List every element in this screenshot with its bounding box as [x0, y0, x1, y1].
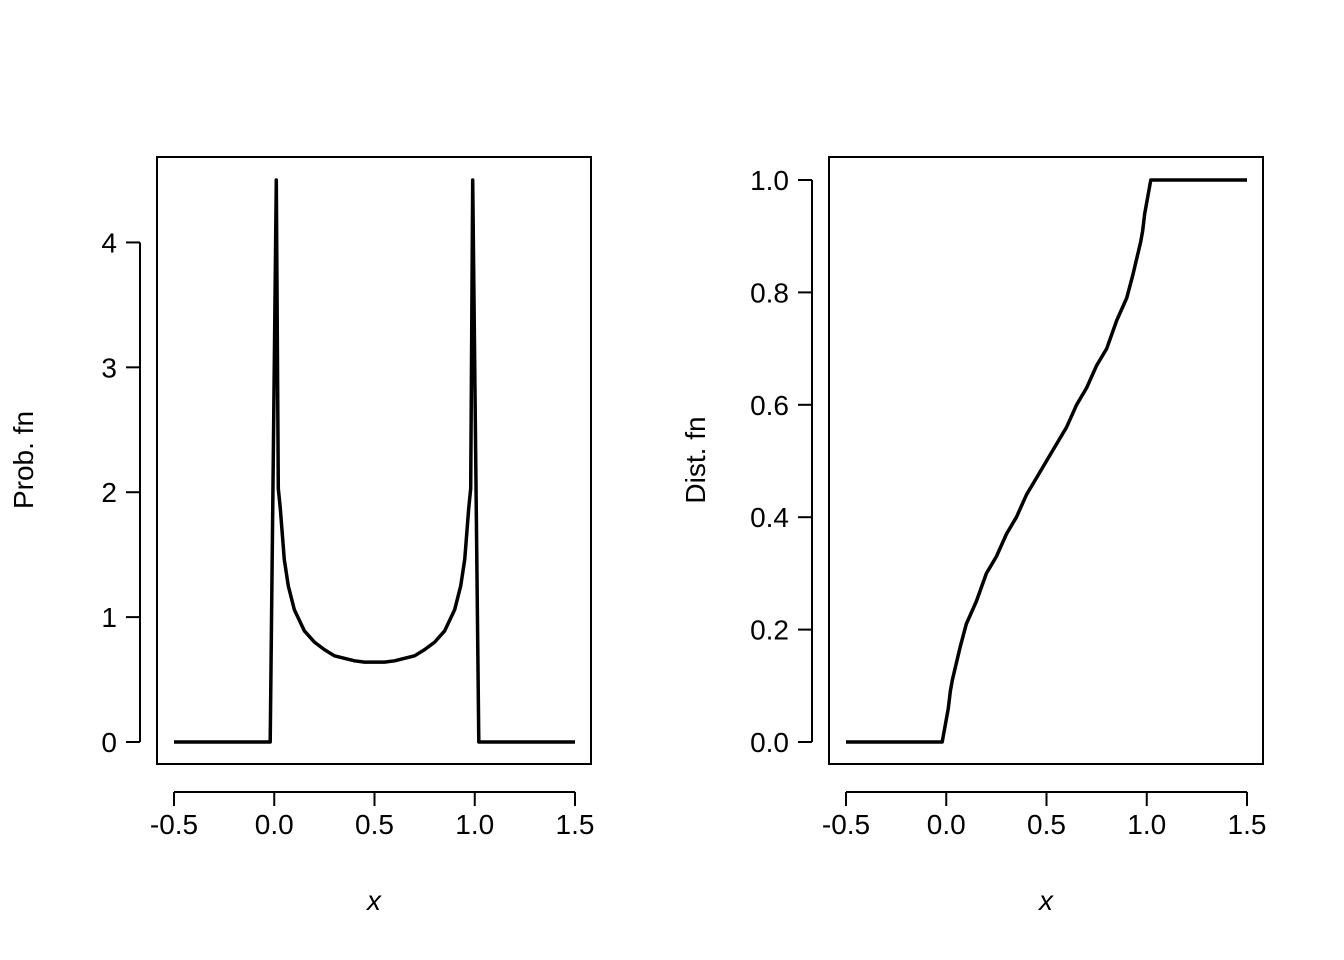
y-axis: 0.0 0.2 0.4 0.6 0.8 1.0 [750, 165, 813, 758]
x-tick-label: 1.5 [1228, 809, 1267, 840]
x-tick-label: 0.5 [355, 809, 394, 840]
density-curve [174, 178, 575, 744]
y-axis-title: Dist. fn [680, 416, 711, 503]
x-tick-label: 1.0 [455, 809, 494, 840]
x-tick-label: 0.0 [255, 809, 294, 840]
y-tick-label: 0 [101, 727, 117, 758]
y-axis: 0 1 2 3 4 [101, 227, 141, 758]
y-tick-label: 1.0 [750, 165, 789, 196]
x-tick-label: 1.5 [556, 809, 595, 840]
x-axis-title: x [1037, 885, 1054, 916]
x-axis: -0.5 0.0 0.5 1.0 1.5 [150, 791, 595, 840]
y-tick-label: 4 [101, 227, 117, 258]
plot-frame [156, 156, 592, 765]
y-tick-label: 2 [101, 477, 117, 508]
y-tick-label: 0.4 [750, 502, 789, 533]
y-tick-label: 0.8 [750, 277, 789, 308]
y-tick-label: 0.6 [750, 390, 789, 421]
x-axis: -0.5 0.0 0.5 1.0 1.5 [822, 791, 1267, 840]
y-tick-label: 0.2 [750, 615, 789, 646]
x-tick-label: 0.0 [927, 809, 966, 840]
y-axis-title: Prob. fn [8, 411, 39, 509]
distribution-panel: -0.5 0.0 0.5 1.0 1.5 0.0 0.2 0.4 0.6 0.8 1.0 x Di… [680, 156, 1267, 916]
y-tick-label: 1 [101, 602, 117, 633]
density-panel: -0.5 0.0 0.5 1.0 1.5 0 1 2 3 4 x Prob. fn [8, 156, 595, 916]
x-tick-label: 0.5 [1027, 809, 1066, 840]
plot-frame [828, 156, 1264, 765]
x-tick-label: 1.0 [1127, 809, 1166, 840]
y-tick-label: 3 [101, 352, 117, 383]
y-tick-label: 0.0 [750, 727, 789, 758]
distribution-curve [846, 178, 1247, 744]
x-axis-title: x [365, 885, 382, 916]
x-tick-label: -0.5 [150, 809, 198, 840]
x-tick-label: -0.5 [822, 809, 870, 840]
